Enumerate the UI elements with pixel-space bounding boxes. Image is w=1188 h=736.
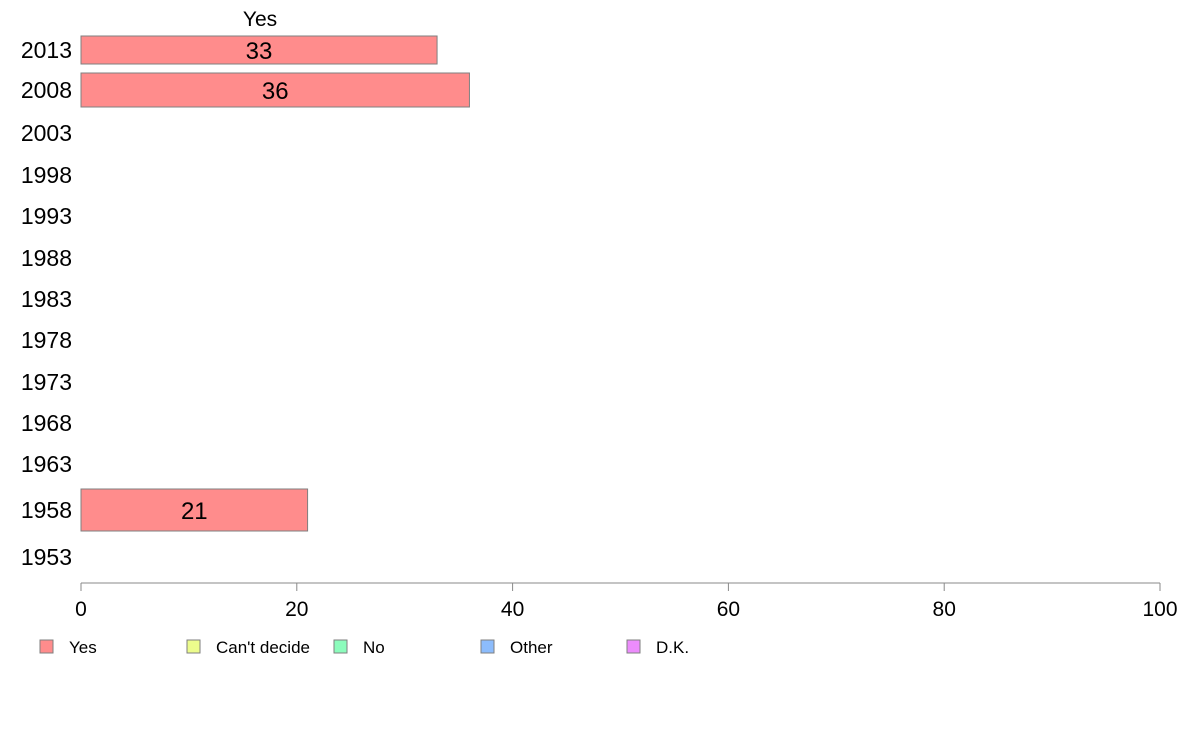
y-tick-label-1998: 1998 [21,162,72,188]
y-tick-label-2003: 2003 [21,120,72,146]
bar-yes-2008 [80,72,470,108]
x-tick-label-80: 80 [933,598,956,621]
y-tick-label-1978: 1978 [21,327,72,353]
y-tick-label-1988: 1988 [21,245,72,271]
x-tick-label-40: 40 [501,598,524,621]
legend-label-d-k-: D.K. [656,638,689,657]
legend-label-other: Other [510,638,553,657]
legend-label-can-t-decide: Can't decide [216,638,310,657]
bar-label-2013: 33 [246,38,273,65]
y-axis: 2013 2008 2003 1998 1993 1988 1983 1978 1973 1968… [21,37,72,570]
y-tick-label-1953: 1953 [21,544,72,570]
bar-label-2008: 36 [262,78,289,105]
y-tick-label-1963: 1963 [21,451,72,477]
bar-labels-layer: 33 36 21 [181,38,289,525]
y-tick-label-1958: 1958 [21,497,72,523]
y-tick-label-2013: 2013 [21,37,72,63]
legend-label-yes: Yes [69,638,97,657]
legend: Yes Can't decide No Other D.K. [39,638,689,657]
x-tick-label-20: 20 [285,598,308,621]
bar-yes-1958 [80,488,309,532]
x-tick-label-60: 60 [717,598,740,621]
y-tick-label-1983: 1983 [21,286,72,312]
x-tick-label-0: 0 [75,598,87,621]
legend-swatch-other [480,639,495,654]
legend-label-no: No [363,638,385,657]
legend-swatch-d-k- [626,639,641,654]
bars-layer [80,35,470,532]
y-tick-label-1993: 1993 [21,203,72,229]
legend-swatch-can-t-decide [186,639,201,654]
series-header: Yes [243,8,277,31]
y-tick-label-1968: 1968 [21,410,72,436]
x-tick-label-100: 100 [1142,598,1177,621]
legend-swatch-yes [39,639,54,654]
y-tick-label-2008: 2008 [21,77,72,103]
y-tick-label-1973: 1973 [21,369,72,395]
bar-label-1958: 21 [181,498,208,525]
bar-yes-2013 [80,35,438,65]
legend-swatch-no [333,639,348,654]
x-axis: 0 20 40 60 80 100 [75,582,1178,621]
